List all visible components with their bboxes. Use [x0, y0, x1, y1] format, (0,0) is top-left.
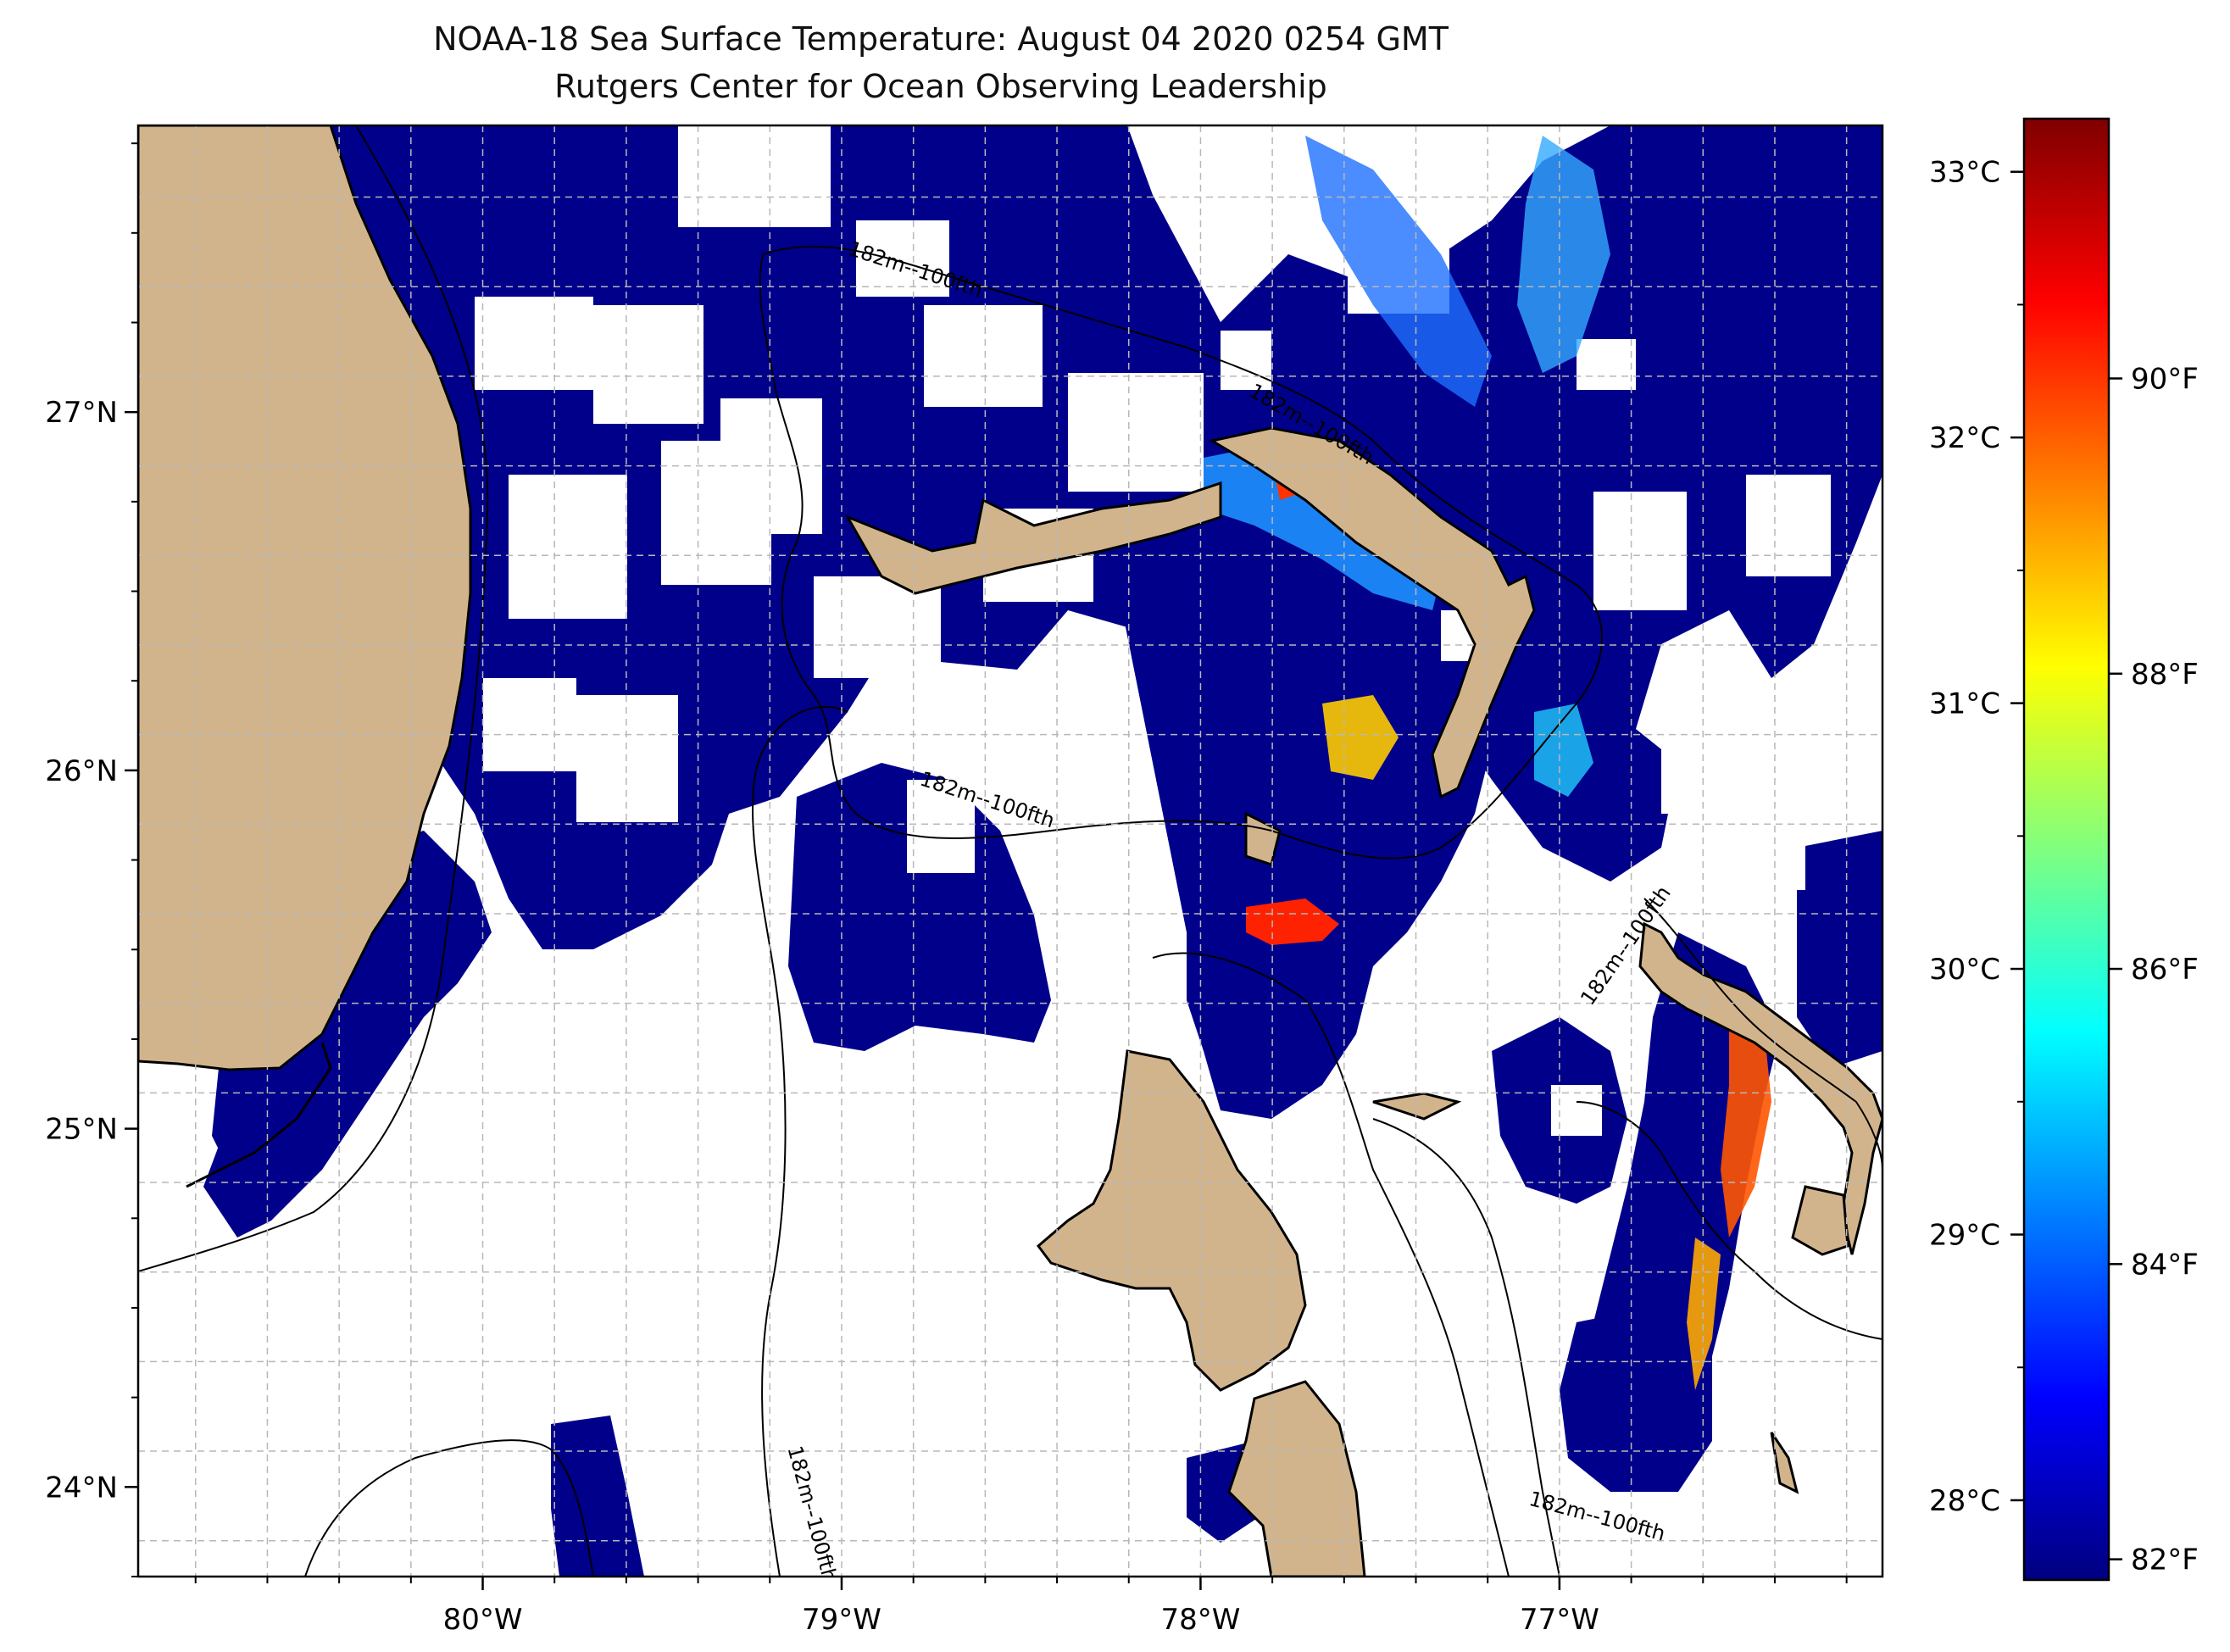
sst-patch-south-east: [1560, 1305, 1712, 1492]
figure-subtitle: Rutgers Center for Ocean Observing Leade…: [554, 68, 1327, 105]
warm-spot-berry: [1246, 898, 1339, 945]
map-gridlines: [138, 125, 1882, 1577]
celsius-tick-label: 28°C: [1929, 1484, 2000, 1518]
figure-title: NOAA-18 Sea Surface Temperature: August …: [433, 20, 1449, 58]
map-area: 182m--100fth182m--100fth182m--100fth182m…: [138, 125, 1882, 1577]
contour-east-loop: [1643, 898, 1882, 1171]
celsius-tick-label: 33°C: [1929, 156, 2000, 190]
cloud-gaps: [475, 125, 1831, 1136]
contour-eleuthera-east: [1576, 1101, 1882, 1340]
sst-patch-southeast-corner: [1797, 831, 1882, 1068]
map-frame: [136, 124, 1884, 1578]
map-axis-ticks: 80°W 79°W 78°W 77°W 27°N 26°N 25°N 24°N: [45, 142, 1848, 1637]
lat-tick-label: 24°N: [45, 1471, 118, 1505]
andros-island: [1036, 1049, 1307, 1392]
eleuthera-south: [1791, 1185, 1849, 1256]
lon-tick-label: 77°W: [1520, 1603, 1599, 1637]
fahrenheit-tick-label: 88°F: [2131, 658, 2199, 692]
new-providence: [1372, 1092, 1462, 1121]
florida-keys: [186, 1042, 332, 1188]
contour-little-bahama-bank: [759, 245, 1603, 859]
lon-tick-label: 80°W: [443, 1603, 523, 1637]
warm-streak-northeast: [1517, 136, 1610, 373]
warm-streak-bahama-bank: [1204, 441, 1441, 610]
warm-streak-north: [1305, 136, 1492, 407]
lat-tick-label: 26°N: [45, 754, 118, 788]
fahrenheit-tick-label: 86°F: [2131, 953, 2199, 987]
lat-tick-label: 27°N: [45, 396, 118, 430]
celsius-tick-label: 32°C: [1929, 421, 2000, 455]
celsius-tick-label: 31°C: [1929, 687, 2000, 721]
sst-patch-south-west: [551, 1416, 644, 1577]
great-abaco-island: [1208, 426, 1536, 799]
contour-south-west: [304, 1439, 594, 1577]
bathymetry-contours: [138, 125, 1882, 1577]
fahrenheit-tick-label: 90°F: [2131, 362, 2199, 396]
eleuthera-island: [1638, 921, 1882, 1255]
warm-water-features: [1204, 136, 1771, 1390]
sst-patch-central: [788, 763, 1051, 1051]
cat-island-edge: [1770, 1432, 1799, 1494]
lat-tick-label: 25°N: [45, 1113, 118, 1147]
teal-patch-east: [1534, 704, 1593, 797]
andros-south: [1227, 1380, 1366, 1577]
lon-tick-label: 78°W: [1160, 1603, 1240, 1637]
colorbar-ticks: 82°F 84°F 86°F 88°F 90°F 28°C 29°C 30°C 31°C 32°C…: [1929, 156, 2199, 1577]
celsius-tick-label: 30°C: [1929, 953, 2000, 987]
celsius-tick-label: 29°C: [1929, 1219, 2000, 1253]
fahrenheit-tick-label: 82°F: [2131, 1544, 2199, 1577]
contour-west-bank: [752, 705, 848, 1577]
fahrenheit-tick-label: 84°F: [2131, 1248, 2199, 1282]
warm-streak-eleuthera: [1721, 1000, 1771, 1238]
lon-tick-label: 79°W: [802, 1603, 881, 1637]
florida-peninsula: [138, 125, 472, 1071]
contour-tongue-of-ocean: [1372, 1118, 1560, 1577]
colorbar: [2022, 117, 2110, 1582]
warm-spot-abaco: [1322, 695, 1399, 780]
grand-bahama-island: [844, 481, 1222, 595]
contour-great-bahama-bank: [1152, 952, 1510, 1577]
contour-florida-shelf: [138, 125, 489, 1272]
land-masses: [138, 125, 1882, 1577]
